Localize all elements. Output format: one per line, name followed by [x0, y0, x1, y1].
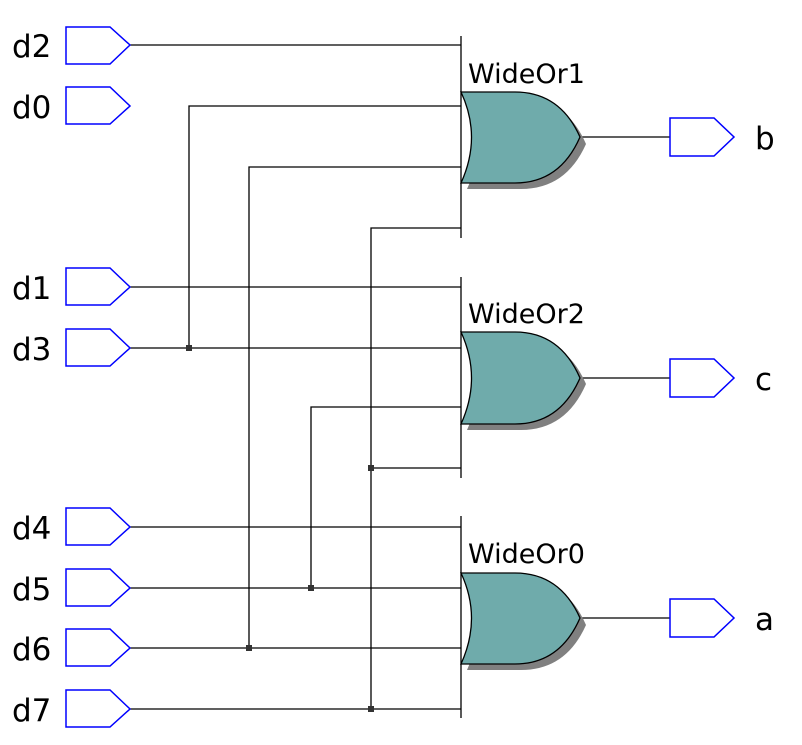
- gate-label-wideor0: WideOr0: [468, 539, 585, 570]
- junction-dot: [308, 585, 314, 591]
- input-port-d6[interactable]: [66, 629, 130, 666]
- input-label-d3: d3: [12, 332, 51, 368]
- input-port-d2[interactable]: [66, 27, 130, 64]
- input-label-d4: d4: [12, 511, 51, 547]
- output-label-b: b: [755, 121, 775, 157]
- gate-label-wideor1: WideOr1: [468, 59, 585, 90]
- input-label-d6: d6: [12, 632, 51, 668]
- input-label-d2: d2: [12, 29, 51, 65]
- gate-wideor1[interactable]: [461, 92, 586, 189]
- output-port-a[interactable]: [670, 599, 734, 637]
- input-port-d3[interactable]: [66, 329, 130, 366]
- output-port-c[interactable]: [670, 359, 734, 397]
- input-port-d4[interactable]: [66, 508, 130, 545]
- input-port-d1[interactable]: [66, 268, 130, 305]
- output-port-b[interactable]: [670, 118, 734, 156]
- input-label-d5: d5: [12, 572, 51, 608]
- input-port-d7[interactable]: [66, 690, 130, 727]
- gate-wideor0[interactable]: [461, 573, 586, 670]
- junction-dot: [186, 345, 192, 351]
- input-port-d0[interactable]: [66, 87, 130, 124]
- output-label-c: c: [755, 362, 772, 398]
- wire-d3-to-wideor1: [189, 106, 461, 348]
- input-label-d7: d7: [12, 693, 51, 729]
- wire-d5-to-wideor2: [311, 407, 461, 588]
- junction-dot: [246, 645, 252, 651]
- output-label-a: a: [755, 602, 774, 638]
- input-ports: [66, 27, 130, 727]
- input-port-d5[interactable]: [66, 569, 130, 606]
- junction-dot: [368, 706, 374, 712]
- junctions: [186, 345, 374, 712]
- gate-label-wideor2: WideOr2: [468, 299, 585, 330]
- wires: [130, 36, 670, 718]
- input-label-d1: d1: [12, 271, 51, 307]
- input-label-d0: d0: [12, 90, 51, 126]
- gate-wideor2[interactable]: [461, 332, 586, 430]
- output-ports: [670, 118, 734, 637]
- junction-dot: [368, 465, 374, 471]
